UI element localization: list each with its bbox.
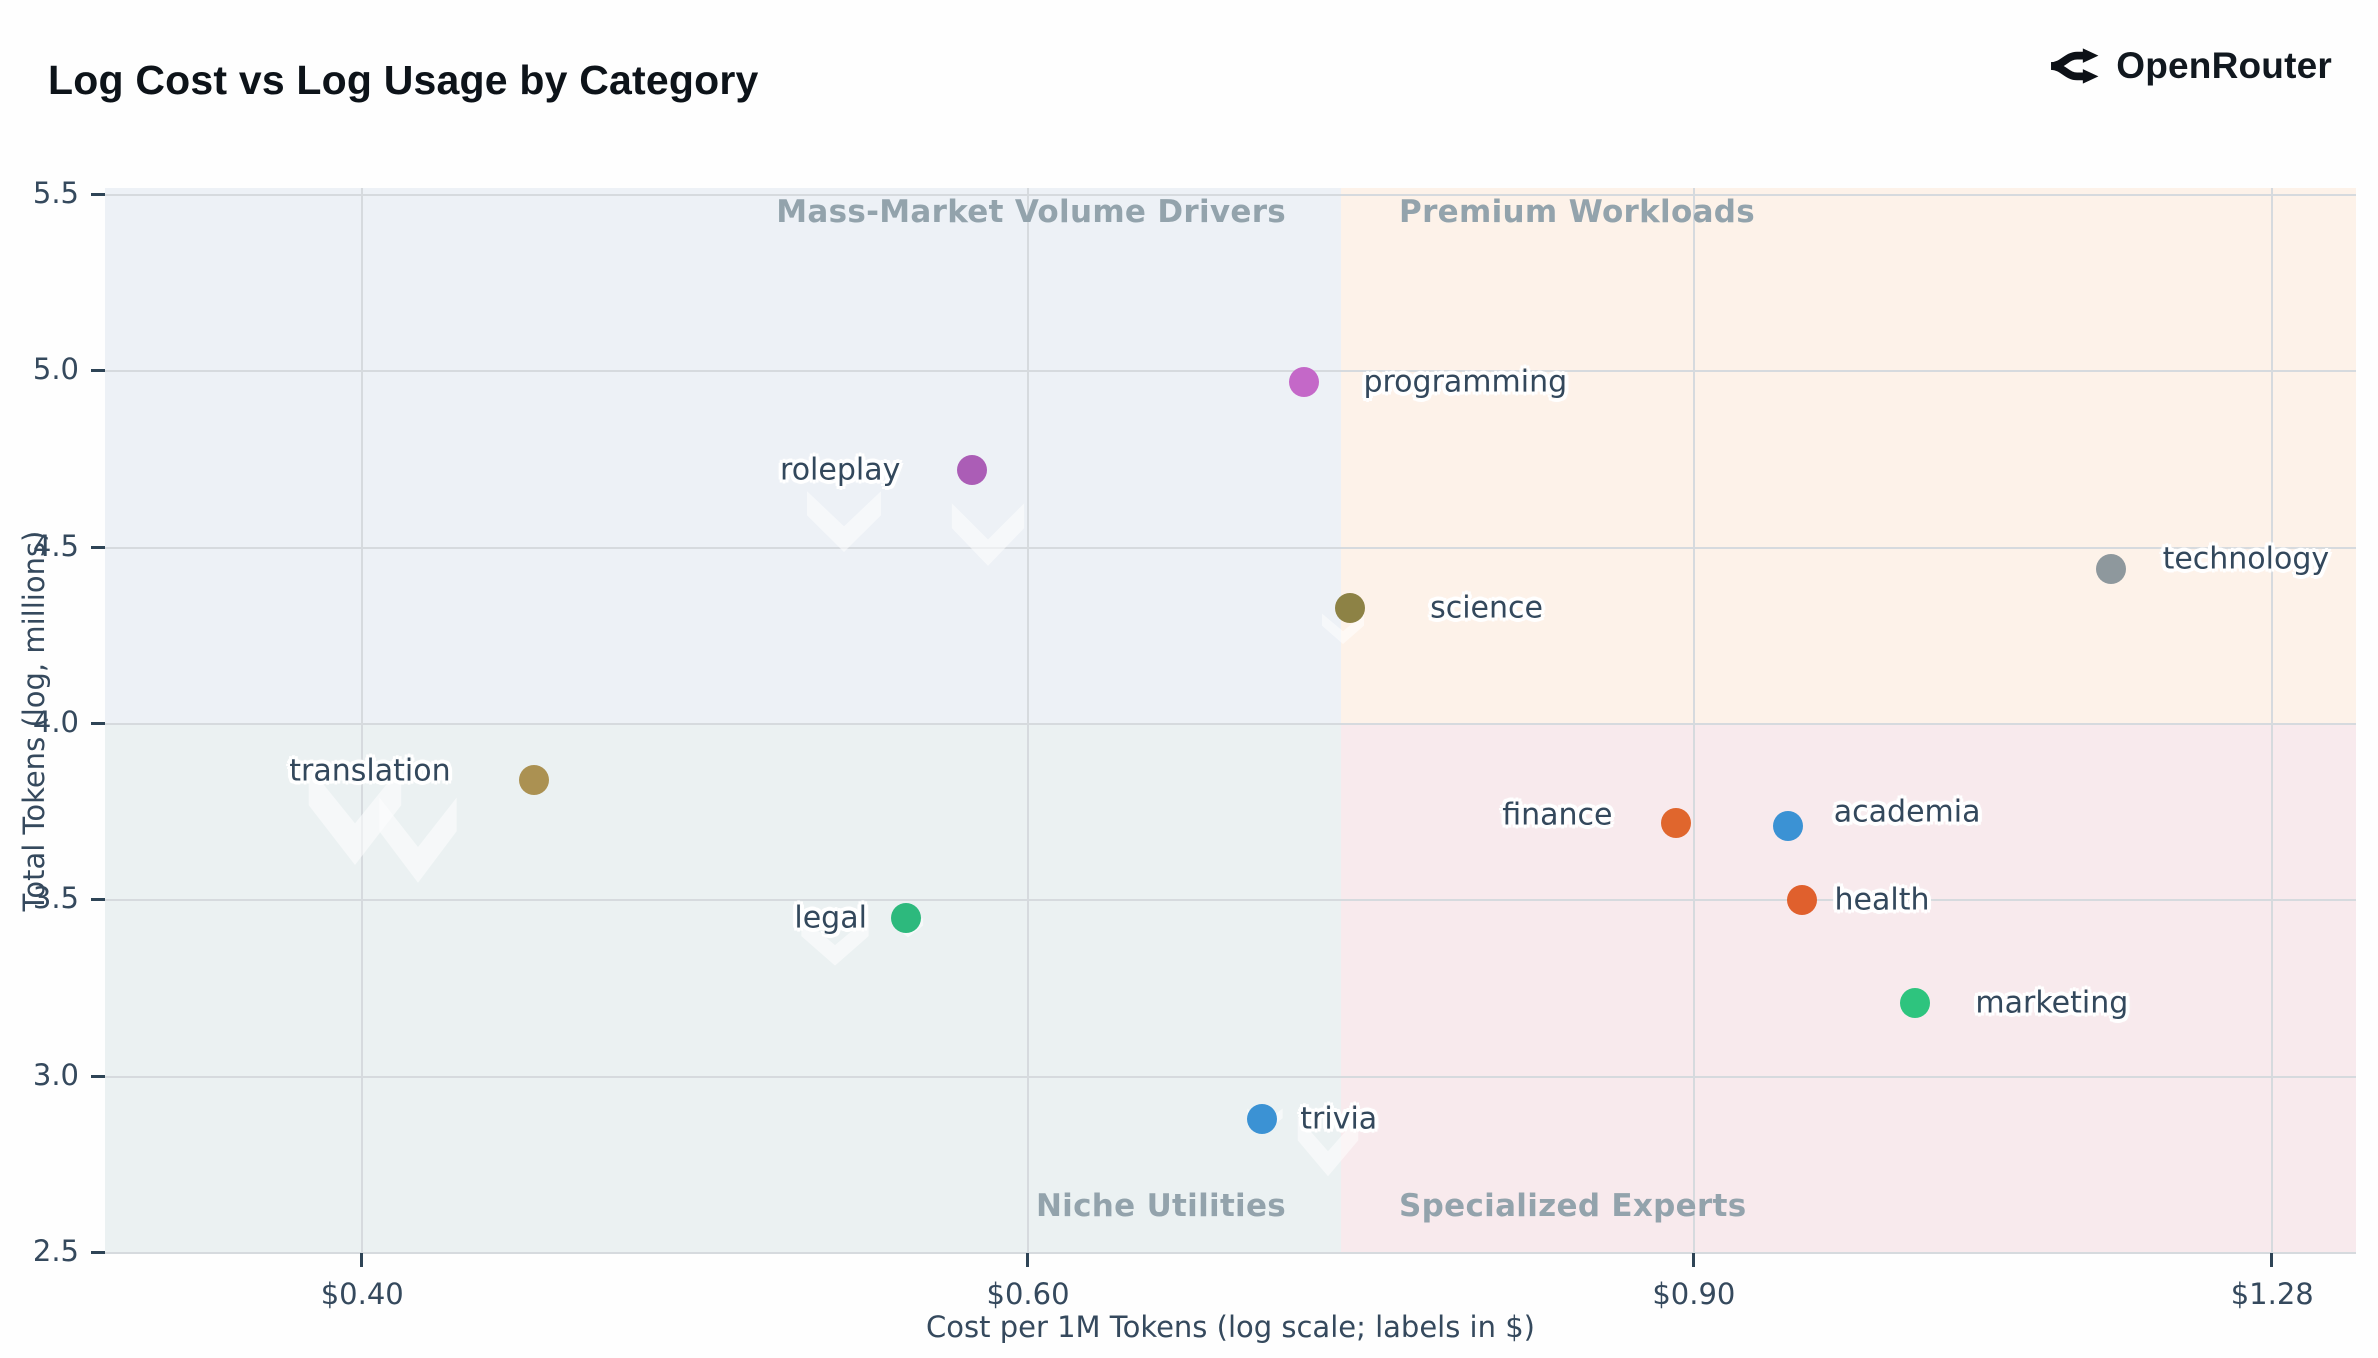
y-gridline xyxy=(105,370,2356,373)
y-tick-label: 4.5 xyxy=(32,528,79,563)
data-point-label-trivia: trivia xyxy=(1300,1101,1378,1137)
data-point-roleplay xyxy=(957,455,988,486)
quadrant-title-bottom-left: Niche Utilities xyxy=(1035,1188,1287,1224)
chevron-down-watermark-icon xyxy=(372,782,464,894)
y-gridline xyxy=(105,1252,2356,1254)
data-point-programming xyxy=(1289,366,1320,397)
y-tick-mark xyxy=(91,545,105,549)
y-tick-mark xyxy=(91,722,105,726)
x-gridline xyxy=(2271,188,2274,1253)
quadrant-title-top-left: Mass-Market Volume Drivers xyxy=(776,194,1287,230)
y-tick-label: 4.0 xyxy=(32,705,79,740)
brand-name: OpenRouter xyxy=(2116,45,2332,86)
y-tick-mark xyxy=(91,1074,105,1078)
y-tick-mark xyxy=(91,1251,105,1254)
data-point-label-technology: technology xyxy=(2162,541,2330,577)
data-point-finance xyxy=(1660,807,1691,838)
y-axis-title: Total Tokens (log, millions) xyxy=(17,530,51,911)
y-tick-mark xyxy=(91,193,105,197)
quadrant-top-left xyxy=(105,188,1342,725)
y-tick-label: 5.0 xyxy=(32,352,79,387)
y-tick-label: 2.5 xyxy=(32,1234,79,1268)
page-title: Log Cost vs Log Usage by Category xyxy=(48,57,759,104)
x-tick-mark xyxy=(1691,1253,1695,1267)
quadrant-title-bottom-right: Specialized Experts xyxy=(1399,1188,1747,1224)
x-gridline xyxy=(1027,188,1030,1253)
data-point-marketing xyxy=(1900,987,1931,1018)
y-gridline xyxy=(105,546,2356,549)
x-gridline xyxy=(1692,188,1695,1253)
y-gridline xyxy=(105,899,2356,902)
y-gridline xyxy=(105,723,2356,726)
y-tick-mark xyxy=(91,898,105,902)
data-point-label-science: science xyxy=(1430,590,1543,626)
quadrant-bottom-right xyxy=(1341,724,2356,1253)
data-point-label-legal: legal xyxy=(794,900,867,936)
x-axis-title: Cost per 1M Tokens (log scale; labels in… xyxy=(926,1310,1535,1344)
x-tick-mark xyxy=(360,1253,364,1267)
quadrant-title-top-right: Premium Workloads xyxy=(1399,194,1756,230)
chevron-down-watermark-icon xyxy=(1292,1106,1364,1184)
x-tick-label: $1.28 xyxy=(2230,1277,2314,1311)
data-point-label-translation: translation xyxy=(289,753,451,789)
chevron-down-watermark-icon xyxy=(795,908,875,972)
x-tick-label: $0.60 xyxy=(986,1277,1070,1311)
x-tick-label: $0.90 xyxy=(1652,1277,1736,1311)
data-point-label-academia: academia xyxy=(1833,794,1981,830)
x-gridline xyxy=(361,188,364,1253)
data-point-legal xyxy=(890,902,921,933)
data-point-label-programming: programming xyxy=(1363,364,1568,400)
chevron-down-watermark-icon xyxy=(945,492,1031,574)
x-tick-mark xyxy=(2270,1253,2274,1267)
data-point-technology xyxy=(2095,553,2126,584)
quadrant-bottom-left xyxy=(105,724,1342,1253)
data-point-health xyxy=(1786,885,1817,916)
data-point-label-finance: finance xyxy=(1502,797,1613,833)
y-gridline xyxy=(105,1075,2356,1078)
data-point-label-health: health xyxy=(1834,882,1930,918)
chevron-down-watermark-icon xyxy=(800,480,888,560)
quadrant-top-right xyxy=(1341,188,2356,725)
y-tick-mark xyxy=(91,369,105,373)
data-point-science xyxy=(1335,592,1366,623)
openrouter-logo-icon xyxy=(2048,40,2100,92)
data-point-label-marketing: marketing xyxy=(1975,985,2129,1021)
y-tick-label: 3.0 xyxy=(32,1057,79,1092)
chevron-down-watermark-icon xyxy=(1318,608,1368,648)
y-tick-label: 3.5 xyxy=(32,881,79,916)
x-tick-label: $0.40 xyxy=(320,1277,404,1311)
brand-lockup: OpenRouter xyxy=(2048,40,2332,92)
data-point-label-roleplay: roleplay xyxy=(780,452,901,488)
x-tick-mark xyxy=(1026,1253,1030,1267)
data-point-trivia xyxy=(1247,1103,1278,1134)
data-point-academia xyxy=(1772,811,1803,842)
data-point-translation xyxy=(518,765,549,796)
y-gridline xyxy=(105,194,2356,197)
y-tick-label: 5.5 xyxy=(32,176,79,211)
